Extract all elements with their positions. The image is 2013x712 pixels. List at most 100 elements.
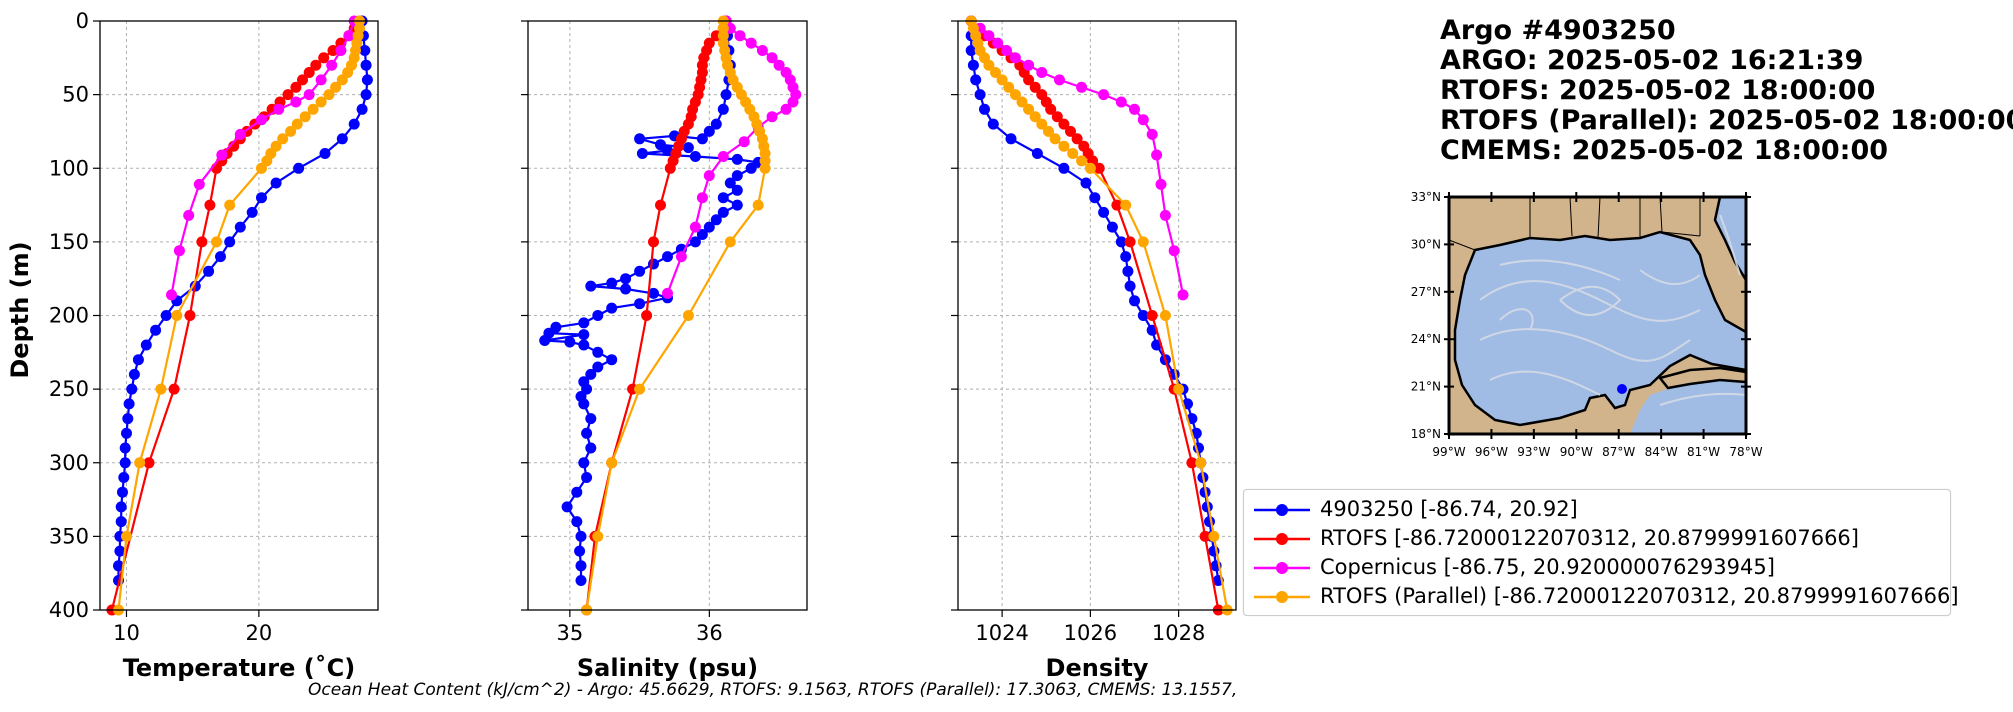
map-lat-label: 24°N [1411, 332, 1441, 346]
data-point [1137, 114, 1149, 126]
data-point [745, 162, 757, 174]
data-point [1122, 265, 1134, 277]
data-point [1058, 140, 1070, 152]
data-point [539, 335, 551, 346]
data-point [315, 96, 327, 108]
series-line-1 [117, 20, 369, 581]
data-point [215, 251, 226, 263]
profile-panels: 0 50 100 150 200 250 300 350 400 10 20 Temperature … [49, 9, 1237, 682]
data-point [155, 383, 167, 395]
data-point [1043, 125, 1054, 137]
data-point [1045, 103, 1057, 115]
data-point [291, 118, 303, 130]
data-point [634, 298, 646, 310]
header-cmems-time: CMEMS: 2025-05-02 18:00:00 [1440, 135, 1889, 166]
data-point [327, 45, 339, 56]
data-point [970, 74, 982, 86]
data-point [1151, 149, 1163, 161]
data-point [1098, 206, 1110, 218]
data-point [211, 236, 222, 248]
data-point [184, 310, 196, 321]
ocean-heat-content: Ocean Heat Content (kJ/cm^2) - Argo: 45.… [308, 680, 1238, 700]
data-point [592, 361, 604, 373]
data-point [1120, 251, 1132, 263]
data-point [343, 30, 355, 42]
data-point [655, 199, 666, 211]
data-point [1067, 148, 1079, 159]
data-point [983, 30, 995, 42]
data-point [1137, 310, 1149, 321]
data-point [160, 310, 172, 321]
data-point [662, 145, 673, 157]
data-point [204, 199, 216, 211]
legend-label: RTOFS [-86.72000122070312, 20.8799991607… [1320, 526, 1859, 550]
data-point [1115, 236, 1127, 248]
data-point [171, 310, 183, 321]
data-point [720, 89, 732, 101]
data-point [336, 74, 348, 86]
data-point [1124, 236, 1136, 248]
data-point [606, 277, 618, 289]
x-tick-label: 1024 [975, 621, 1028, 645]
data-point [578, 398, 590, 410]
data-point [1098, 89, 1110, 101]
data-point [115, 501, 127, 513]
data-point [246, 206, 258, 218]
data-point [234, 221, 246, 233]
y-tick-label: 350 [49, 524, 89, 548]
data-point [323, 89, 335, 101]
data-point [703, 170, 715, 182]
header-title: Argo #4903250 [1440, 15, 1676, 46]
map-lon-label: 93°W [1517, 445, 1550, 459]
data-point [303, 67, 315, 78]
data-point [1054, 74, 1065, 86]
panel-1: 0 50 100 150 200 250 300 350 400 10 20 Temperature … [49, 9, 379, 682]
y-axis-label: Depth (m) [6, 241, 34, 378]
data-point [310, 59, 322, 71]
series-line-1 [544, 20, 761, 581]
data-point [606, 354, 618, 366]
map-lat-label: 30°N [1411, 237, 1441, 251]
data-point [682, 142, 694, 154]
data-point [717, 206, 729, 218]
data-point [606, 457, 618, 469]
data-point [361, 74, 373, 86]
data-point [1146, 128, 1158, 140]
data-point [122, 413, 134, 425]
y-tick-label: 200 [49, 304, 89, 328]
data-point [193, 178, 205, 190]
data-point [299, 111, 311, 123]
data-point [575, 575, 587, 586]
data-point [1036, 67, 1048, 78]
data-point [636, 148, 648, 159]
data-point [752, 199, 764, 211]
header-block: Argo #4903250 ARGO: 2025-05-02 16:21:39 … [1440, 15, 2013, 166]
data-point [1084, 162, 1096, 174]
data-point [689, 151, 701, 162]
data-point [578, 457, 590, 469]
data-point [1076, 155, 1088, 167]
data-point [634, 133, 646, 145]
data-point [766, 111, 778, 123]
data-point [1195, 457, 1207, 469]
map-lon-label: 87°W [1602, 445, 1635, 459]
data-point [303, 89, 315, 101]
data-point [285, 125, 297, 137]
map-lat-label: 33°N [1411, 190, 1441, 204]
data-point [318, 52, 330, 64]
data-point [168, 383, 180, 395]
data-point [578, 339, 590, 351]
data-point [696, 133, 708, 145]
data-point [585, 368, 597, 380]
data-point [203, 265, 215, 277]
data-point [119, 442, 131, 454]
data-point [348, 118, 360, 130]
data-point [315, 74, 327, 86]
data-point [1155, 178, 1167, 190]
x-axis-label: Salinity (psu) [577, 654, 758, 682]
legend-label: RTOFS (Parallel) [-86.72000122070312, 20… [1320, 584, 1959, 608]
data-point [787, 96, 799, 108]
data-point [1065, 125, 1076, 137]
